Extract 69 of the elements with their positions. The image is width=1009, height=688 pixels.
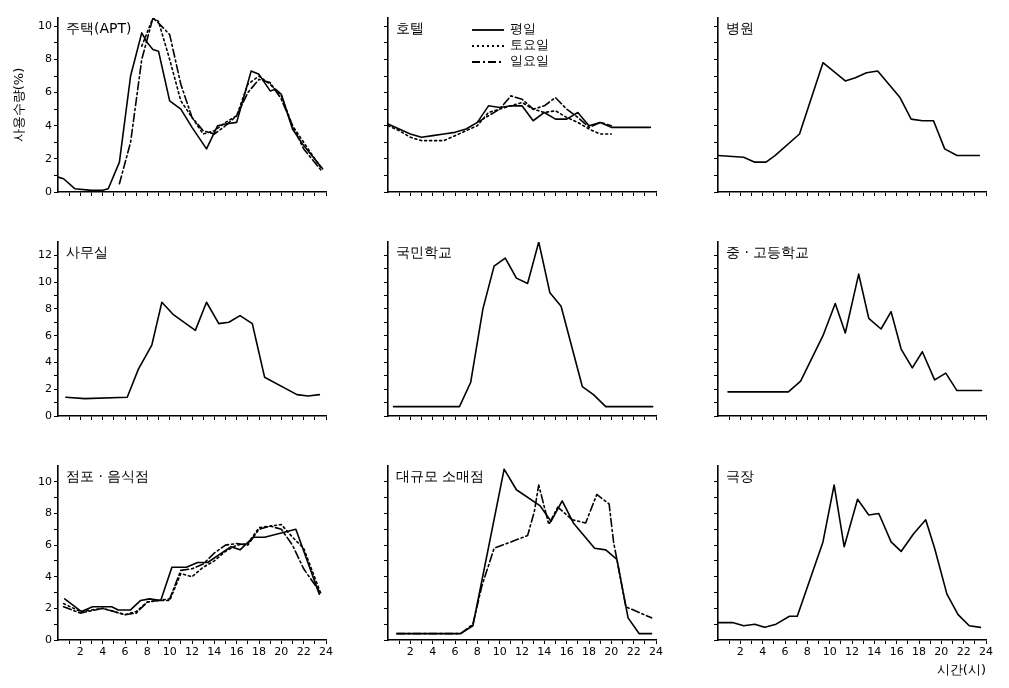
x-tick-label: 10	[162, 645, 177, 659]
x-tick-label: 22	[956, 645, 971, 659]
chart-title: 점포 · 음식점	[66, 467, 150, 484]
y-tick-label: 8	[45, 301, 52, 315]
x-tick-label: 18	[912, 645, 926, 659]
chart-title: 극장	[726, 467, 754, 484]
x-tick-label: 24	[979, 645, 993, 659]
y-tick-label: 12	[38, 248, 52, 262]
legend-label: 평일	[510, 21, 536, 37]
y-tick-label: 8	[45, 506, 52, 520]
x-tick-label: 16	[889, 645, 904, 659]
x-axis-title: 시간(시)	[936, 661, 986, 677]
x-tick-label: 6	[451, 645, 459, 659]
x-tick-label: 4	[99, 645, 107, 659]
y-tick-label: 6	[45, 537, 52, 551]
chart-title: 주택(APT)	[66, 19, 132, 36]
y-tick-label: 4	[45, 569, 52, 583]
y-tick-label: 6	[45, 328, 52, 342]
y-tick-label: 0	[45, 184, 52, 198]
x-tick-label: 18	[252, 645, 266, 659]
y-tick-label: 2	[45, 151, 52, 165]
x-tick-label: 2	[406, 645, 414, 659]
x-tick-label: 14	[537, 645, 552, 659]
x-tick-label: 20	[934, 645, 949, 659]
x-tick-label: 16	[559, 645, 574, 659]
x-tick-label: 2	[736, 645, 744, 659]
chart-title: 병원	[726, 19, 754, 36]
x-tick-label: 14	[207, 645, 222, 659]
x-tick-label: 18	[582, 645, 596, 659]
x-tick-label: 22	[296, 645, 311, 659]
x-tick-label: 4	[759, 645, 767, 659]
x-tick-label: 10	[492, 645, 507, 659]
x-tick-label: 8	[143, 645, 151, 659]
y-tick-label: 10	[38, 19, 52, 33]
x-tick-label: 2	[76, 645, 84, 659]
x-tick-label: 20	[604, 645, 619, 659]
x-tick-label: 4	[429, 645, 437, 659]
x-tick-label: 20	[274, 645, 289, 659]
y-tick-label: 2	[45, 382, 52, 396]
chart-title: 대규모 소매점	[396, 467, 485, 484]
x-tick-label: 12	[845, 645, 859, 659]
y-tick-label: 6	[45, 85, 52, 99]
x-tick-label: 8	[473, 645, 481, 659]
y-tick-label: 0	[45, 408, 52, 422]
y-tick-label: 8	[45, 52, 52, 66]
chart-title: 중 · 고등학교	[726, 243, 810, 260]
x-tick-label: 10	[822, 645, 837, 659]
x-tick-label: 24	[649, 645, 663, 659]
y-axis-title: 사용수량(%)	[11, 67, 27, 143]
x-tick-label: 22	[626, 645, 641, 659]
y-tick-label: 2	[45, 601, 52, 615]
x-tick-label: 14	[867, 645, 882, 659]
x-tick-label: 6	[781, 645, 789, 659]
x-tick-label: 12	[515, 645, 529, 659]
legend-label: 토요일	[510, 37, 549, 53]
x-tick-label: 6	[121, 645, 129, 659]
y-tick-label: 4	[45, 118, 52, 132]
y-tick-label: 10	[38, 275, 52, 289]
chart-title: 호텔	[396, 19, 424, 36]
y-tick-label: 10	[38, 474, 52, 488]
y-tick-label: 4	[45, 355, 52, 369]
x-tick-label: 16	[229, 645, 244, 659]
chart-title: 사무실	[66, 243, 108, 260]
x-tick-label: 12	[185, 645, 199, 659]
y-tick-label: 0	[45, 632, 52, 646]
legend-label: 일요일	[510, 53, 549, 69]
chart-title: 국민학교	[396, 243, 452, 260]
x-tick-label: 24	[319, 645, 333, 659]
x-tick-label: 8	[803, 645, 811, 659]
